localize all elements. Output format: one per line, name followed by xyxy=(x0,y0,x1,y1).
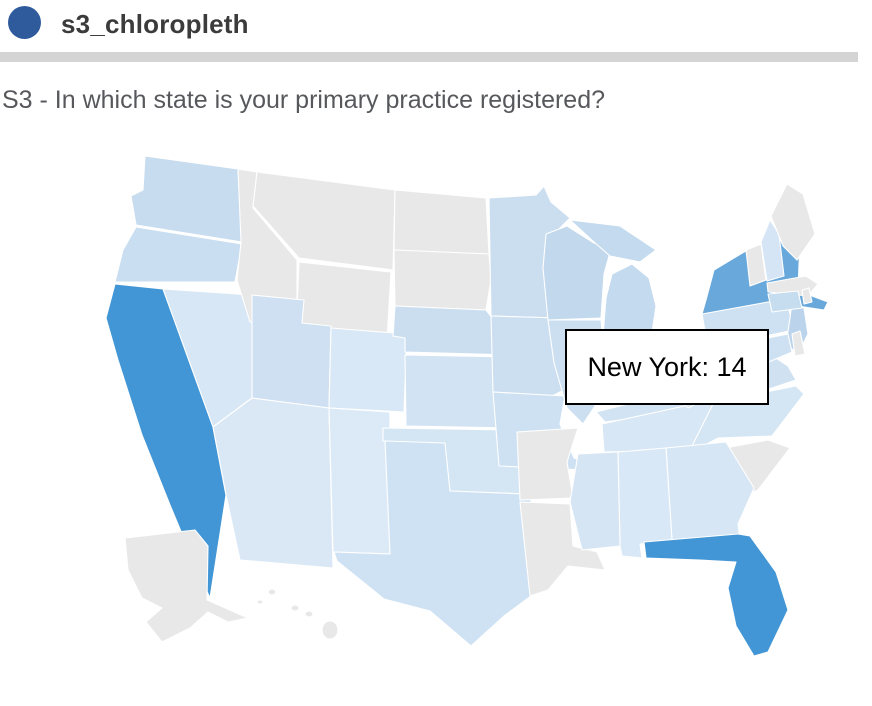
state-NM[interactable] xyxy=(328,407,391,555)
state-OR[interactable] xyxy=(114,226,243,283)
state-AK-aleutians[interactable] xyxy=(256,599,264,605)
state-VT[interactable] xyxy=(745,243,767,287)
state-AZ[interactable] xyxy=(212,397,334,569)
header-divider xyxy=(0,52,858,62)
us-choropleth-map xyxy=(100,150,870,706)
state-RI[interactable] xyxy=(801,287,813,305)
state-WI[interactable] xyxy=(542,225,612,321)
state-SD[interactable] xyxy=(393,249,492,311)
state-TX[interactable] xyxy=(333,440,532,647)
choropleth-svg xyxy=(105,155,829,657)
state-FL[interactable] xyxy=(643,533,789,657)
state-CO[interactable] xyxy=(328,327,408,413)
app-header: s3_chloropleth xyxy=(0,0,872,52)
map-tooltip: New York: 14 xyxy=(565,329,769,405)
state-HI-island-1[interactable] xyxy=(267,588,277,596)
state-AR[interactable] xyxy=(516,427,579,501)
map-tooltip-text: New York: 14 xyxy=(587,351,747,382)
state-MT[interactable] xyxy=(252,171,396,271)
state-AL[interactable] xyxy=(617,447,673,559)
app-logo-dot-icon xyxy=(8,6,41,39)
states-layer xyxy=(105,155,829,657)
page-title: s3_chloropleth xyxy=(61,9,249,39)
state-MI-upper[interactable] xyxy=(569,219,657,263)
state-ND[interactable] xyxy=(393,189,490,255)
state-MS[interactable] xyxy=(569,451,621,551)
state-HI-island-4[interactable] xyxy=(321,620,339,640)
state-LA[interactable] xyxy=(519,501,606,597)
state-HI-island-2[interactable] xyxy=(290,604,300,612)
state-ME[interactable] xyxy=(770,183,816,261)
state-DE[interactable] xyxy=(791,330,806,357)
state-CT[interactable] xyxy=(767,290,803,313)
state-NE[interactable] xyxy=(392,305,512,356)
state-HI-island-3[interactable] xyxy=(304,610,314,618)
question-text: S3 - In which state is your primary prac… xyxy=(2,86,606,114)
state-AK[interactable] xyxy=(124,529,249,643)
